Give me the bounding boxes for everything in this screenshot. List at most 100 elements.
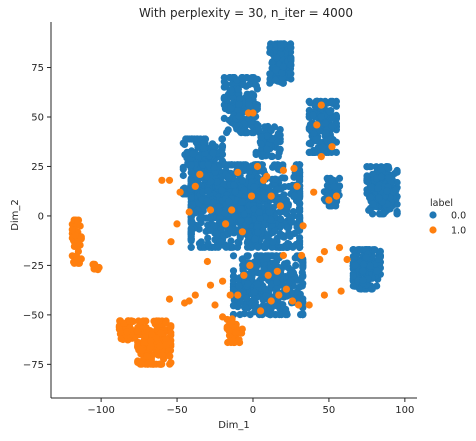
- point-label-0-0: [275, 149, 283, 157]
- point-label-0-0: [255, 208, 263, 216]
- point-label-0-0: [252, 264, 260, 272]
- point-label-1-0: [162, 341, 170, 349]
- point-label-0-0: [279, 243, 288, 251]
- point-label-0-0: [256, 252, 264, 260]
- point-label-0-0: [220, 74, 228, 82]
- point-label-0-0: [218, 150, 227, 158]
- point-label-0-0: [218, 186, 226, 194]
- point-label-0-0: [367, 183, 375, 191]
- point-label-1-0: [299, 222, 307, 230]
- point-label-0-0: [238, 74, 246, 82]
- point-label-0-0: [296, 200, 304, 208]
- point-label-0-0: [236, 311, 244, 319]
- point-label-0-0: [318, 143, 327, 151]
- point-label-1-0: [74, 217, 82, 225]
- point-label-0-0: [252, 82, 260, 90]
- point-label-0-0: [368, 285, 376, 293]
- point-label-0-0: [254, 243, 262, 251]
- point-label-1-0: [234, 291, 242, 299]
- point-label-1-0: [275, 291, 283, 299]
- point-label-0-0: [213, 178, 221, 186]
- point-label-0-0: [266, 70, 274, 78]
- point-label-0-0: [295, 283, 303, 291]
- point-label-0-0: [273, 138, 281, 147]
- point-label-0-0: [362, 253, 370, 262]
- point-label-0-0: [383, 163, 391, 171]
- point-label-0-0: [349, 272, 357, 280]
- point-label-1-0: [232, 328, 240, 337]
- point-label-0-0: [244, 280, 252, 288]
- point-label-0-0: [288, 218, 296, 226]
- point-label-0-0: [200, 139, 208, 147]
- point-label-1-0: [253, 162, 262, 171]
- point-label-0-0: [262, 254, 271, 262]
- point-label-0-0: [229, 267, 238, 275]
- point-label-0-0: [367, 193, 375, 201]
- point-label-0-0: [234, 85, 242, 93]
- point-label-0-0: [197, 238, 205, 246]
- point-label-0-0: [268, 243, 276, 251]
- point-label-0-0: [246, 311, 254, 319]
- point-label-0-0: [244, 252, 252, 260]
- point-label-0-0: [187, 229, 195, 237]
- point-label-0-0: [234, 161, 242, 169]
- point-label-0-0: [376, 247, 384, 255]
- point-label-0-0: [244, 217, 252, 225]
- point-label-1-0: [222, 220, 230, 228]
- point-label-0-0: [187, 219, 195, 227]
- point-label-1-0: [228, 206, 236, 214]
- point-label-0-0: [244, 114, 253, 122]
- point-label-0-0: [234, 238, 242, 246]
- x-tick-label: 0: [250, 405, 256, 416]
- point-label-0-0: [305, 148, 313, 156]
- point-label-0-0: [317, 113, 325, 121]
- point-label-0-0: [312, 102, 320, 111]
- point-label-0-0: [238, 255, 246, 263]
- point-label-0-0: [254, 228, 262, 236]
- point-label-0-0: [328, 122, 336, 130]
- x-tick-label: −100: [87, 405, 114, 416]
- point-label-0-0: [233, 243, 242, 251]
- point-label-1-0: [181, 299, 189, 307]
- point-label-1-0: [247, 192, 256, 200]
- point-label-0-0: [221, 161, 229, 169]
- x-tick-label: 50: [323, 405, 336, 416]
- point-label-0-0: [224, 126, 232, 134]
- point-label-1-0: [140, 338, 148, 346]
- point-label-0-0: [204, 234, 212, 242]
- point-label-0-0: [206, 226, 214, 234]
- point-label-1-0: [257, 307, 265, 315]
- point-label-0-0: [374, 184, 382, 192]
- point-label-0-0: [179, 165, 187, 173]
- point-label-0-0: [384, 174, 393, 182]
- point-label-1-0: [290, 164, 298, 172]
- point-label-0-0: [203, 197, 211, 205]
- point-label-0-0: [220, 181, 228, 189]
- point-label-0-0: [328, 177, 336, 185]
- point-label-0-0: [211, 143, 220, 151]
- point-label-0-0: [377, 173, 385, 181]
- y-tick-label: 50: [31, 112, 44, 123]
- point-label-1-0: [157, 329, 165, 337]
- point-label-0-0: [359, 260, 368, 268]
- point-label-0-0: [204, 239, 212, 247]
- point-label-1-0: [264, 271, 272, 279]
- chart-title: With perplexity = 30, n_iter = 4000: [139, 6, 353, 20]
- point-label-1-0: [162, 319, 170, 327]
- point-label-0-0: [271, 175, 279, 183]
- y-tick-label: −25: [23, 261, 44, 272]
- point-label-0-0: [215, 208, 223, 216]
- point-label-1-0: [191, 291, 199, 299]
- legend-title: label: [430, 198, 453, 209]
- point-label-0-0: [253, 104, 261, 112]
- points-layer: [68, 40, 401, 368]
- point-label-1-0: [320, 248, 328, 256]
- point-label-1-0: [294, 301, 303, 309]
- point-label-0-0: [229, 302, 238, 310]
- point-label-0-0: [255, 126, 263, 135]
- point-label-1-0: [337, 287, 345, 295]
- point-label-0-0: [227, 237, 235, 245]
- point-label-0-0: [271, 76, 280, 84]
- point-label-0-0: [289, 243, 297, 251]
